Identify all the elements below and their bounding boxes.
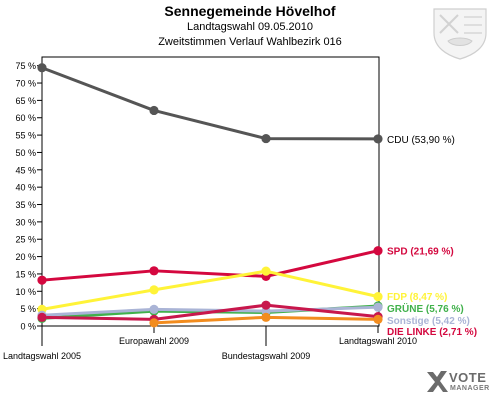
vote-check-icon	[427, 371, 448, 392]
x-axis-ticks: Landtagswahl 2005 Europawahl 2009 Bundesta…	[3, 326, 417, 361]
data-point	[373, 246, 383, 256]
chart-title: Sennegemeinde Hövelhof	[164, 3, 336, 19]
x-tick-label: Landtagswahl 2010	[339, 336, 417, 346]
series-end-label: FDP (8,47 %)	[387, 292, 447, 303]
series-line-spd	[40, 249, 380, 282]
y-tick-label: 30 %	[15, 217, 36, 227]
brand-name: VOTE	[449, 370, 487, 385]
y-tick-label: 40 %	[15, 183, 36, 193]
coat-of-arms-icon	[433, 8, 487, 60]
series-end-label: Sonstige (5,42 %)	[387, 316, 470, 327]
y-axis-ticks: 0 % 5 % 10 % 15 % 20 % 25 % 30 % 35 % 40 % 45 % 50…	[15, 61, 42, 332]
y-tick-label: 25 %	[15, 235, 36, 245]
series-end-label: DIE LINKE (2,71 %)	[387, 327, 477, 338]
data-point	[373, 134, 383, 144]
y-tick-label: 15 %	[15, 269, 36, 279]
chart-subtitle-2: Zweitstimmen Verlauf Wahlbezirk 016	[158, 36, 342, 48]
data-point	[37, 275, 47, 285]
data-point	[373, 302, 383, 312]
data-point	[37, 312, 47, 322]
data-point	[37, 63, 47, 73]
series-line-fdp	[40, 269, 380, 311]
data-point	[149, 285, 159, 295]
data-point	[149, 318, 159, 328]
data-point	[149, 304, 159, 314]
x-tick-label: Bundestagswahl 2009	[222, 351, 311, 361]
y-tick-label: 5 %	[20, 304, 36, 314]
data-point	[261, 300, 271, 310]
data-point	[149, 105, 159, 116]
series-lines	[40, 66, 380, 325]
data-point	[149, 266, 159, 276]
chart-subtitle: Landtagswahl 09.05.2010	[187, 21, 313, 33]
y-tick-label: 35 %	[15, 200, 36, 210]
y-tick-label: 10 %	[15, 287, 36, 297]
series-end-label: SPD (21,69 %)	[387, 247, 454, 258]
y-tick-label: 75 %	[15, 61, 36, 71]
y-tick-label: 70 %	[15, 79, 36, 89]
y-tick-label: 65 %	[15, 96, 36, 106]
y-tick-label: 50 %	[15, 148, 36, 158]
data-point	[373, 292, 383, 302]
brand-tagline: MANAGER	[450, 385, 490, 392]
series-line-die-linke	[40, 303, 380, 321]
y-tick-label: 60 %	[15, 113, 36, 123]
chart-titles: Sennegemeinde Hövelhof Landtagswahl 09.0…	[0, 3, 500, 50]
y-tick-label: 20 %	[15, 252, 36, 262]
data-point	[261, 266, 271, 276]
data-point	[373, 314, 383, 325]
series-points	[37, 63, 383, 328]
x-tick-label: Landtagswahl 2005	[3, 351, 81, 361]
y-tick-label: 45 %	[15, 165, 36, 175]
y-tick-label: 55 %	[15, 131, 36, 141]
data-point	[261, 133, 271, 144]
y-tick-label: 0 %	[20, 322, 36, 332]
series-end-label: CDU (53,90 %)	[387, 135, 455, 146]
series-line-sonstige	[40, 305, 380, 317]
series-line-cdu	[40, 66, 380, 141]
series-end-labels: CDU (53,90 %) SPD (21,69 %) FDP (8,47 %)GR…	[387, 135, 477, 338]
data-point	[261, 312, 271, 322]
series-end-label: GRÜNE (5,76 %)	[387, 302, 464, 315]
x-tick-label: Europawahl 2009	[119, 336, 189, 346]
